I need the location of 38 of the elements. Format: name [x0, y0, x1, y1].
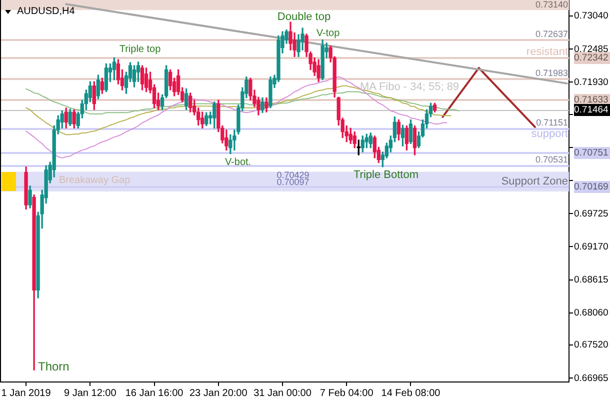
annotation: MA Fibo - 34; 55; 89 — [360, 81, 460, 94]
y-tick-label: 0.66965 — [574, 372, 608, 384]
x-tick-label: 9 Jan 12:00 — [64, 388, 117, 399]
band-label: 0.73140 — [535, 0, 568, 10]
x-tick-label: 16 Jan 16:00 — [125, 388, 184, 399]
annotation: V-bot. — [224, 156, 252, 168]
x-tick-label: 31 Jan 00:00 — [254, 388, 312, 399]
ref-line-label: 0.70169 — [574, 182, 608, 193]
annotation: Triple top — [119, 44, 162, 55]
annotation: V-top — [316, 28, 340, 39]
band-label: Support Zone — [501, 176, 568, 188]
y-tick-label: 0.69725 — [574, 208, 608, 220]
y-tick-label: 0.67520 — [574, 340, 608, 351]
ref-line-label: 0.72342 — [574, 52, 608, 64]
y-tick-label: 0.69170 — [574, 241, 608, 252]
text: AUDUSD,H4 — [17, 6, 76, 17]
annotation: Triple Bottom — [353, 169, 419, 182]
annotation: Breakaway Gap — [59, 174, 131, 186]
y-tick-label: 0.68615 — [574, 274, 608, 286]
y-tick-label: 0.72485 — [574, 44, 608, 55]
y-tick-label: 0.71930 — [574, 76, 608, 88]
ref-line-label: 0.71983 — [535, 68, 568, 78]
ref-line-label: 0.70751 — [574, 148, 608, 159]
x-tick-label: 7 Feb 04:00 — [320, 388, 374, 399]
y-tick-label: 0.68060 — [574, 307, 608, 318]
ref-line-label: 0.71464 — [574, 104, 608, 116]
annotation: resistant — [526, 46, 568, 58]
annotation: support — [531, 128, 568, 140]
ref-line-label: 0.72637 — [535, 29, 568, 40]
annotation: Double top — [277, 11, 331, 24]
annotation: Thorn — [38, 359, 70, 374]
ref-line-label: 0.71633 — [574, 94, 608, 106]
ref-line-label: 0.70531 — [535, 154, 568, 165]
ref-line-label: 0.71151 — [536, 118, 568, 128]
x-tick-label: 14 Feb 08:00 — [381, 388, 441, 399]
x-tick-label: 1 Jan 2019 — [1, 388, 52, 399]
y-tick-label: 0.73040 — [574, 10, 608, 22]
x-tick-label: 23 Jan 20:00 — [189, 388, 248, 399]
